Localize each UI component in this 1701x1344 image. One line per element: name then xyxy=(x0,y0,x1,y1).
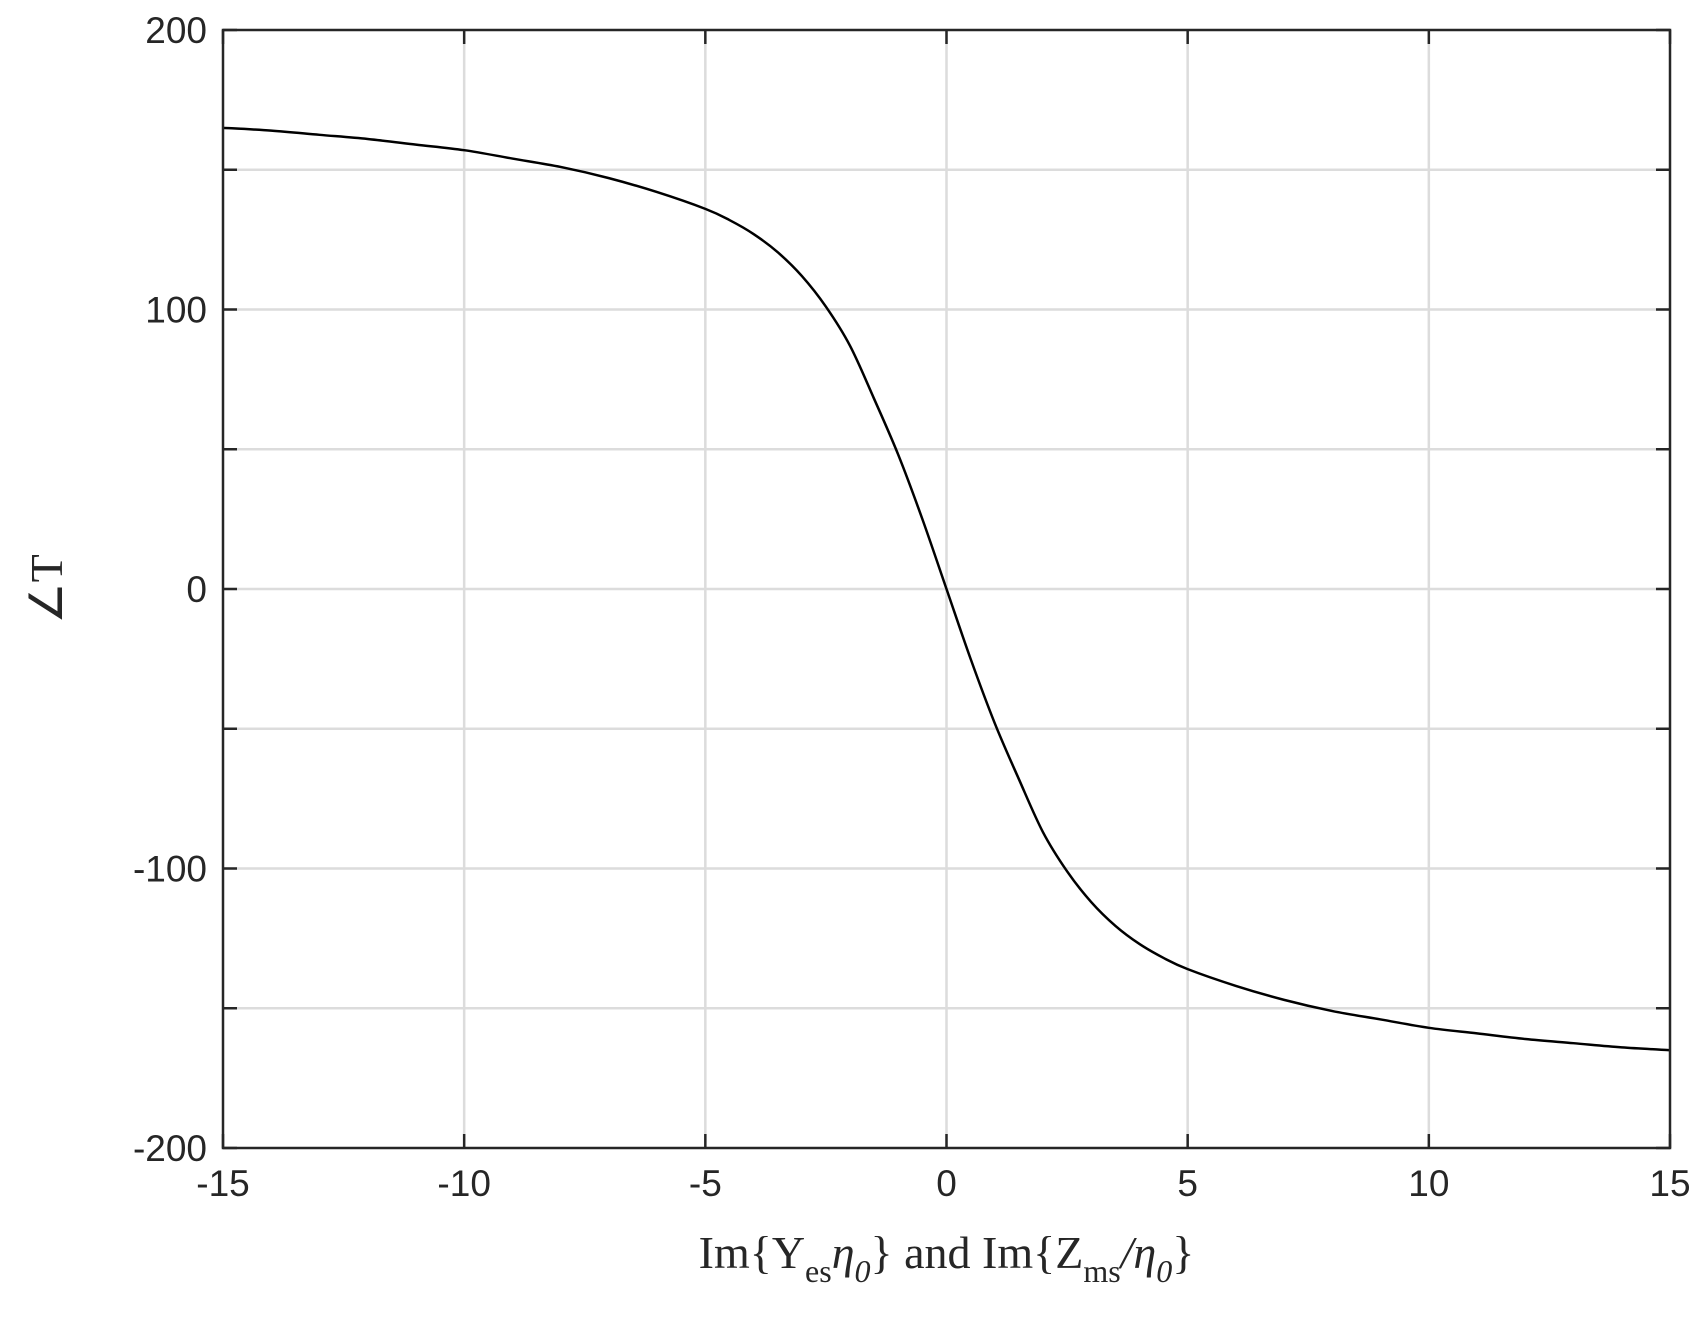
x-axis-label: Im{Yesη0} and Im{Zms/η0} xyxy=(699,1227,1195,1289)
y-tick-label: 0 xyxy=(186,569,207,610)
y-tick-label: 100 xyxy=(145,290,207,331)
series-layer xyxy=(222,126,1671,1052)
tick-labels: -15 -10 -5 0 5 10 15 -200 -100 0 100 200 xyxy=(133,10,1691,1204)
ticks xyxy=(221,28,1672,1150)
y-tick-label: 200 xyxy=(145,10,207,51)
x-tick-label: -10 xyxy=(437,1163,490,1204)
series-line xyxy=(222,126,1671,1052)
x-tick-label: -15 xyxy=(196,1163,249,1204)
x-tick-label: 5 xyxy=(1177,1163,1198,1204)
x-tick-label: 0 xyxy=(936,1163,957,1204)
x-tick-label: -5 xyxy=(689,1163,722,1204)
y-axis-label: ∠T xyxy=(21,554,72,623)
y-tick-label: -100 xyxy=(133,849,207,890)
y-tick-label: -200 xyxy=(133,1128,207,1169)
x-tick-label: 10 xyxy=(1408,1163,1449,1204)
x-tick-label: 15 xyxy=(1649,1163,1690,1204)
